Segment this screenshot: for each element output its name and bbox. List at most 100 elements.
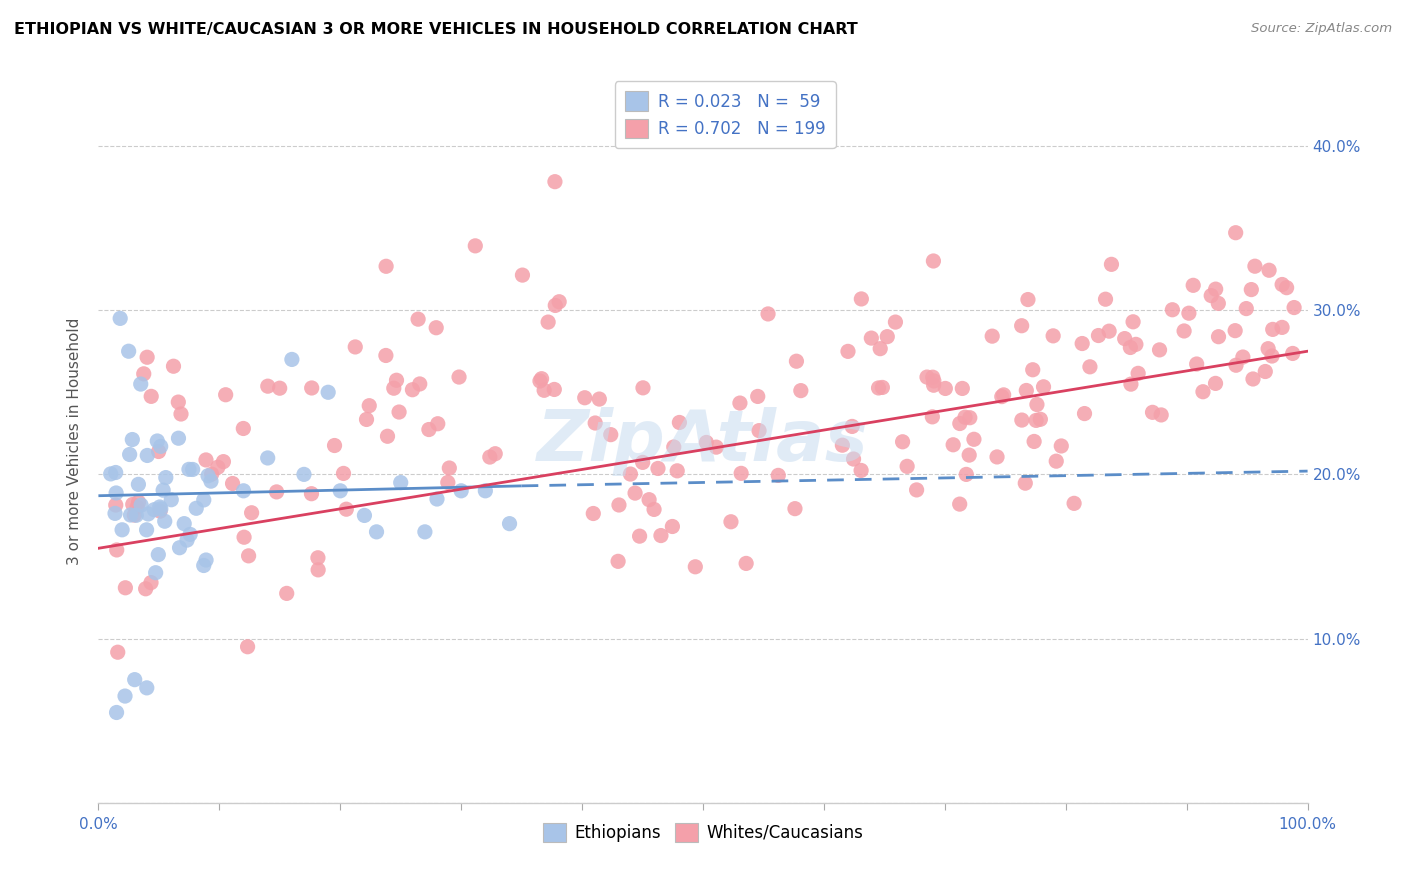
Point [195, 553, 218, 567]
Point [167, 431, 190, 445]
Point [498, 516, 520, 531]
Point [1232, 350, 1254, 364]
Point [316, 385, 339, 400]
Point [186, 501, 208, 516]
Point [377, 429, 399, 443]
Point [1173, 324, 1195, 338]
Point [544, 298, 567, 312]
Point [214, 388, 236, 402]
Point [389, 475, 412, 490]
Point [1071, 336, 1094, 351]
Point [1011, 318, 1033, 333]
Point [922, 378, 945, 392]
Point [583, 416, 606, 430]
Point [269, 381, 291, 395]
Point [666, 464, 689, 478]
Point [790, 384, 813, 398]
Point [169, 541, 191, 555]
Point [1142, 405, 1164, 419]
Point [125, 508, 148, 523]
Point [963, 432, 986, 446]
Point [1178, 306, 1201, 320]
Point [450, 483, 472, 498]
Point [1271, 277, 1294, 292]
Point [111, 523, 134, 537]
Point [619, 467, 641, 481]
Point [1225, 226, 1247, 240]
Point [582, 507, 605, 521]
Point [922, 374, 945, 388]
Text: ETHIOPIAN VS WHITE/CAUCASIAN 3 OR MORE VEHICLES IN HOUSEHOLD CORRELATION CHART: ETHIOPIAN VS WHITE/CAUCASIAN 3 OR MORE V… [14, 22, 858, 37]
Point [281, 352, 304, 367]
Point [1073, 407, 1095, 421]
Point [356, 412, 378, 426]
Point [179, 527, 201, 541]
Point [121, 497, 143, 511]
Point [388, 405, 411, 419]
Point [869, 342, 891, 356]
Point [1223, 324, 1246, 338]
Point [332, 467, 354, 481]
Point [884, 315, 907, 329]
Point [949, 497, 972, 511]
Point [212, 455, 235, 469]
Point [1282, 301, 1305, 315]
Point [104, 498, 127, 512]
Point [942, 438, 965, 452]
Point [406, 312, 429, 326]
Point [118, 448, 141, 462]
Point [409, 376, 432, 391]
Point [366, 524, 388, 539]
Point [353, 508, 375, 523]
Point [1150, 408, 1173, 422]
Point [141, 389, 163, 403]
Point [953, 410, 976, 425]
Point [121, 433, 143, 447]
Point [145, 566, 167, 580]
Point [955, 467, 977, 482]
Point [1119, 377, 1142, 392]
Point [413, 524, 436, 539]
Point [114, 581, 136, 595]
Point [1011, 413, 1033, 427]
Point [1032, 380, 1054, 394]
Point [221, 476, 243, 491]
Point [860, 331, 883, 345]
Point [662, 440, 685, 454]
Point [720, 515, 742, 529]
Point [1026, 397, 1049, 411]
Point [136, 449, 159, 463]
Point [841, 419, 863, 434]
Point [1126, 367, 1149, 381]
Point [607, 554, 630, 568]
Point [1094, 292, 1116, 306]
Point [631, 381, 654, 395]
Point [135, 582, 157, 596]
Point [1257, 342, 1279, 356]
Point [162, 359, 184, 374]
Point [276, 586, 298, 600]
Point [872, 380, 894, 394]
Point [474, 483, 496, 498]
Point [104, 507, 127, 521]
Point [1063, 496, 1085, 510]
Point [685, 559, 707, 574]
Point [631, 455, 654, 469]
Point [950, 381, 973, 395]
Point [344, 340, 367, 354]
Point [1261, 349, 1284, 363]
Point [851, 292, 873, 306]
Point [232, 483, 254, 498]
Point [1149, 343, 1171, 357]
Point [335, 502, 357, 516]
Point [124, 673, 146, 687]
Point [107, 645, 129, 659]
Point [200, 474, 222, 488]
Point [876, 329, 898, 343]
Point [934, 381, 956, 395]
Point [132, 367, 155, 381]
Point [768, 468, 790, 483]
Point [533, 384, 555, 398]
Point [167, 395, 190, 409]
Point [831, 438, 853, 452]
